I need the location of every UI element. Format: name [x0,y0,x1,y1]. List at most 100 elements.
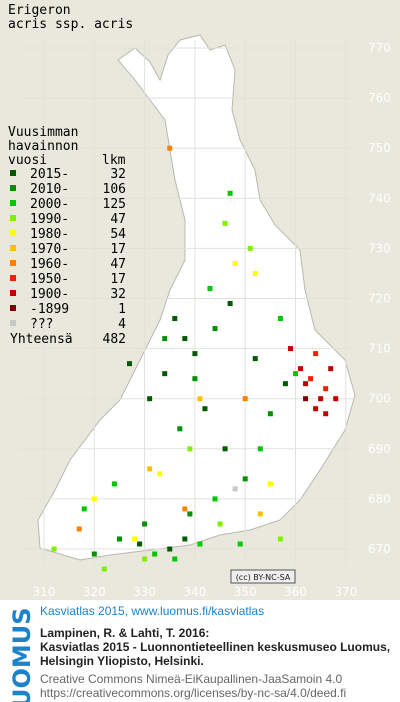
badge-box [230,569,296,584]
legend-label: 1960- [30,257,69,272]
observation [142,556,148,562]
observation [333,396,339,402]
legend-swatch [10,230,16,236]
x-grid-label: 340 [183,585,206,599]
y-grid-label: 760 [368,91,391,105]
observation [298,366,304,372]
observation [323,411,329,417]
cc-badge: (cc) BY-NC-SA [230,569,296,584]
observation [217,521,223,527]
observation [91,496,97,502]
legend-swatch [10,170,16,176]
citation: Helsingin Yliopisto, Helsinki. [40,654,204,668]
observation [227,301,233,307]
observation [252,356,258,362]
map-outline [37,34,356,561]
subtitle: acris ssp. acris [8,17,133,32]
legend-count: 32 [110,167,126,182]
legend-swatch [10,200,16,206]
observation [172,316,178,322]
legend-count: 17 [110,242,126,257]
legend-count: 54 [110,227,126,242]
observation [282,381,288,387]
observation [147,396,153,402]
observation [127,361,133,367]
legend-label: 1980- [30,227,69,242]
legend-count: 17 [110,272,126,287]
observation [162,336,168,342]
observation [192,351,198,357]
legend-count: 32 [110,287,126,302]
legend-count: 47 [110,212,126,227]
observation [232,260,238,266]
legend-swatch [10,320,16,326]
observation [76,526,82,532]
observation [303,381,309,387]
observation [197,396,203,402]
observation [142,521,148,527]
x-grid-label: 330 [133,585,156,599]
legend-count: 47 [110,257,126,272]
footer-bg [0,600,400,702]
observation [237,541,243,547]
x-grid-label: 310 [33,585,56,599]
legend-label: 1970- [30,242,69,257]
legend-label: 1990- [30,212,69,227]
observation [318,396,324,402]
observation [192,376,198,382]
legend-count-header: lkm [102,153,126,168]
observation [182,536,188,542]
citation: Kasviatlas 2015 - Luonnontieteellinen ke… [40,640,390,654]
legend-swatch [10,260,16,266]
observation [91,551,97,557]
observation [293,371,298,377]
license: Creative Commons Nimeä-EiKaupallinen-Jaa… [40,672,342,686]
observation [81,506,87,512]
observation [182,506,188,512]
legend-count: 1 [118,302,126,317]
observation [212,326,218,332]
total-count: 482 [103,332,126,347]
total-label: Yhteensä [10,332,73,347]
x-grid-label: 320 [83,585,106,599]
y-grid-label: 770 [368,41,391,55]
observation [116,536,122,542]
license-url[interactable]: https://creativecommons.org/licenses/by-… [40,686,346,700]
observation [328,366,334,372]
observation [182,336,188,342]
observation [187,511,193,517]
observation [207,285,213,291]
observation [202,406,208,412]
observation [222,220,228,226]
legend-title: vuosi [8,153,47,168]
y-grid-label: 720 [368,292,391,306]
badge-text: (cc) BY-NC-SA [236,573,291,582]
observation [277,536,283,542]
observation [247,245,253,251]
legend-label: 2000- [30,197,69,212]
title: Erigeron [8,3,71,18]
legend-label: 2015- [30,167,69,182]
legend-label: -1899 [30,302,69,317]
logo: LUOMUS [8,608,36,702]
observation [197,541,203,547]
citation: Lampinen, R. & Lahti, T. 2016: [40,626,209,640]
observation [222,446,228,452]
legend-swatch [10,185,16,191]
observation [252,270,258,276]
observation [267,481,273,487]
site-link[interactable]: Kasviatlas 2015, www.luomus.fi/kasviatla… [40,604,264,618]
observation [172,556,178,562]
observation [132,536,138,542]
legend-count: 4 [118,317,126,332]
x-grid-label: 350 [234,585,257,599]
observation [313,351,319,357]
observation [167,145,173,151]
legend-label: ??? [30,317,53,332]
observation [177,426,183,432]
observation [313,406,319,412]
legend-title: havainnon [8,139,78,154]
observation [232,486,238,492]
y-grid-label: 700 [368,392,391,406]
observation [308,376,314,382]
